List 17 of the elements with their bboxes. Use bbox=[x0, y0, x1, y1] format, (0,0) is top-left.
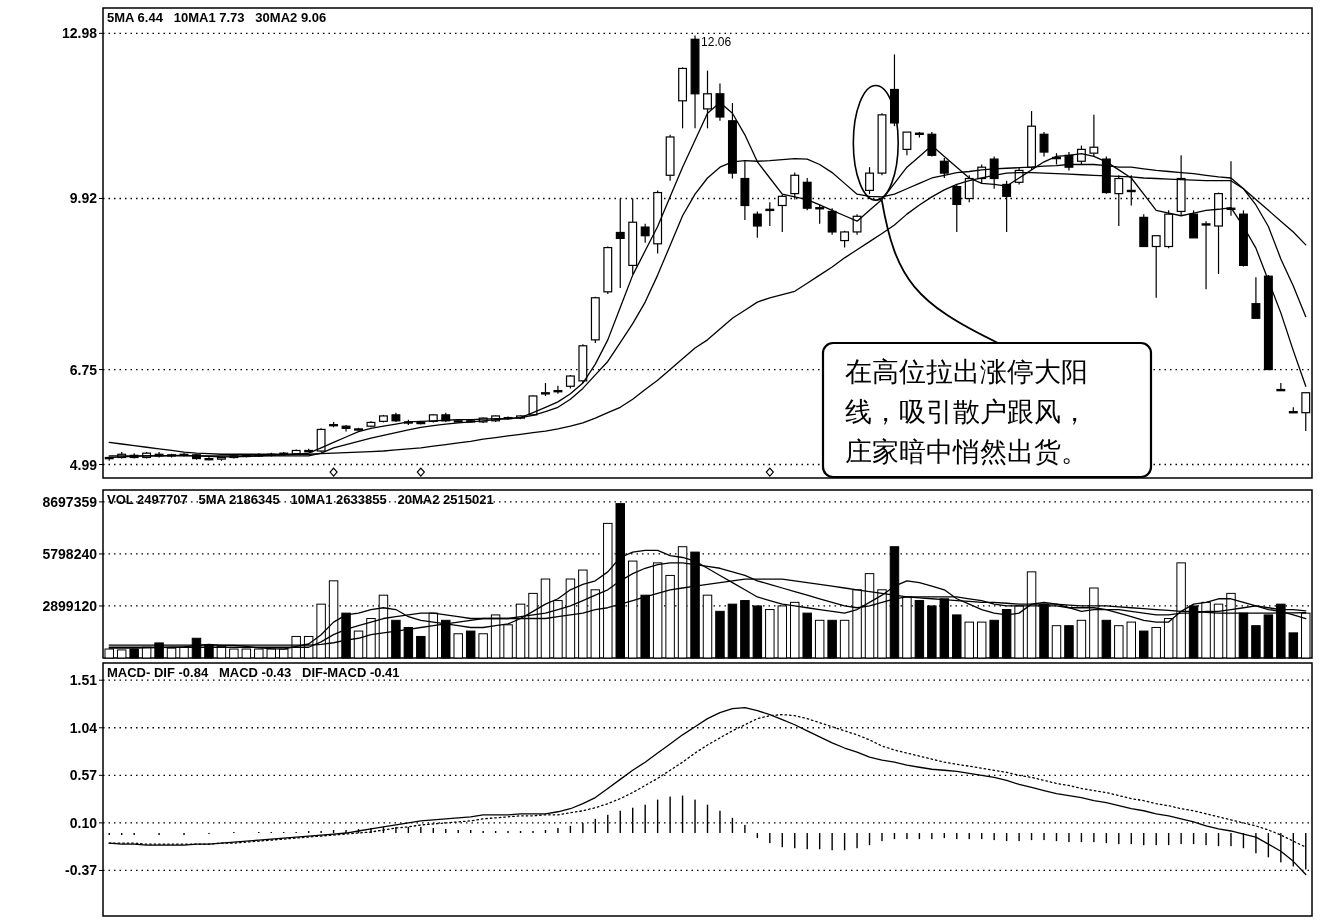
y-tick-label: 6.75 bbox=[69, 361, 98, 378]
y-tick-label: 0.10 bbox=[69, 814, 98, 831]
annotation: 在高位拉出涨停大阳线，吸引散户跟风，庄家暗中悄然出货。 bbox=[845, 356, 1088, 467]
y-tick-label: 2899120 bbox=[42, 597, 98, 614]
annotation: MACD- DIF -0.84 MACD -0.43 DIF-MACD -0.41 bbox=[107, 665, 400, 680]
annotation: VOL 2497707 5MA 2186345 10MA1 2633855 20MA2 2515021 bbox=[107, 492, 494, 507]
annotation: 5MA 6.44 10MA1 7.73 30MA2 9.06 bbox=[107, 10, 327, 25]
y-tick-label: 12.98 bbox=[61, 25, 98, 42]
y-tick-label: 8697359 bbox=[42, 493, 98, 510]
annotation: 12.06 bbox=[701, 34, 732, 49]
y-tick-label: 9.92 bbox=[69, 190, 98, 207]
y-tick-label: 1.04 bbox=[69, 719, 98, 736]
y-tick-label: 0.57 bbox=[69, 767, 98, 784]
y-tick-label: 1.51 bbox=[69, 672, 98, 689]
y-tick-label: 5798240 bbox=[42, 545, 98, 562]
y-tick-label: 4.99 bbox=[69, 456, 98, 473]
y-tick-label: -0.37 bbox=[65, 862, 98, 879]
